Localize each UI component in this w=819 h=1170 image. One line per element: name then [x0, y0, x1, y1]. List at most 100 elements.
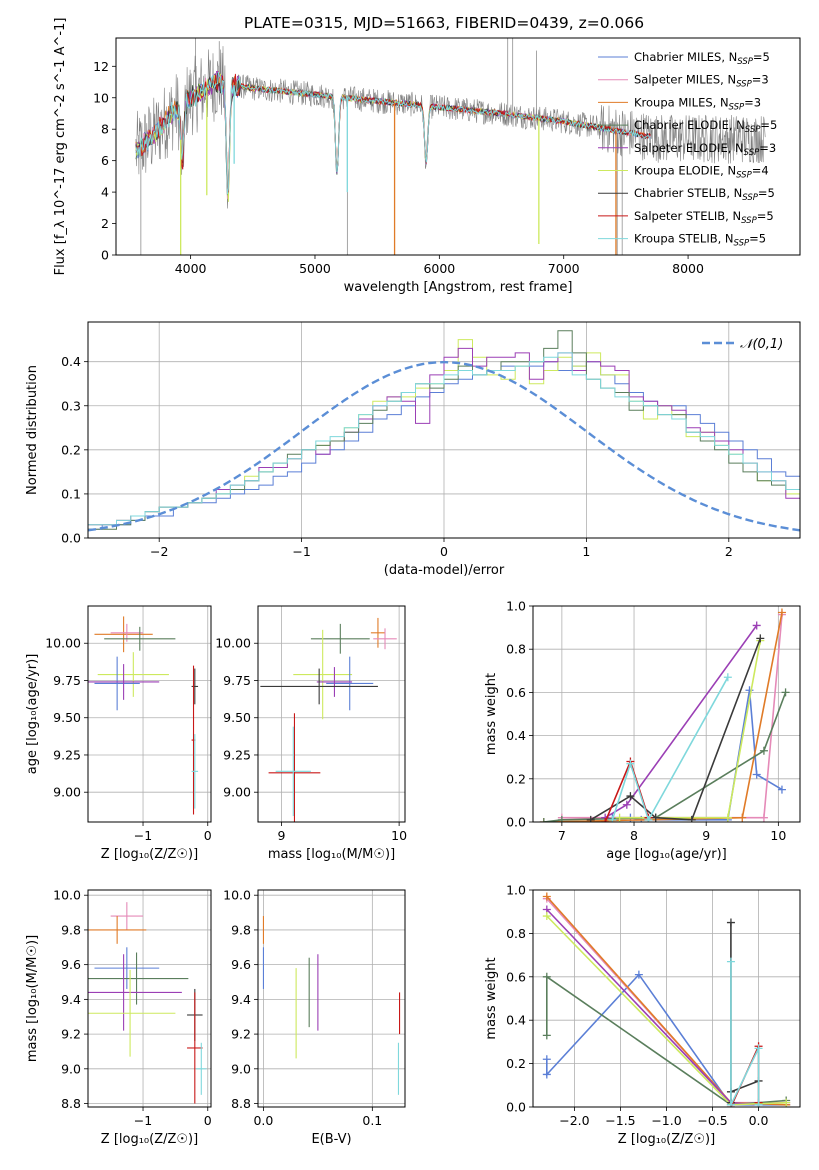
legend-entry: Salpeter STELIB, NSSP=5 — [634, 209, 774, 226]
legend-gaussian-label: 𝒩(0,1) — [740, 337, 783, 352]
mass-weight-marker — [726, 918, 735, 927]
legend-entry: Chabrier MILES, NSSP=5 — [634, 50, 770, 67]
mass-weight-marker — [557, 815, 566, 822]
mass-weight-marker — [608, 815, 617, 822]
y-tick-label: 0.0 — [61, 531, 81, 546]
y-tick-label: 0.6 — [506, 969, 526, 984]
x-tick-label: 6000 — [423, 261, 455, 276]
axes-frame — [532, 605, 801, 823]
y-tick-label: 12 — [93, 59, 109, 74]
x-tick-label: 8 — [630, 828, 638, 843]
y-axis-label: mass weight — [484, 957, 499, 1039]
errorbar-point-chabrier-miles — [94, 947, 160, 989]
y-tick-label: 9.8 — [61, 922, 81, 937]
y-tick-label: 9.75 — [53, 673, 81, 688]
mass-weight-marker — [542, 1031, 551, 1040]
panel-age_vs_Z: −1 0 9.00 9.25 9.50 9.75 10.00 Z [log₁₀(Z/Z☉)] a… — [25, 605, 212, 862]
legend-entry: Kroupa MILES, NSSP=3 — [634, 95, 761, 112]
mass-weight-marker — [759, 813, 768, 822]
mass-weight-marker — [752, 770, 761, 779]
errorbar-point-kroupa-stelib — [196, 1042, 207, 1095]
x-axis-label: Z [log₁₀(Z/Z☉)] — [101, 1132, 198, 1147]
x-tick-label: 4000 — [175, 261, 207, 276]
plot-area — [542, 892, 791, 1107]
gaussian-curve — [88, 360, 800, 532]
errorbar-point-chabrier-elodie — [88, 952, 189, 1005]
y-tick-label: 9.50 — [53, 710, 81, 725]
histogram-kroupa-elodie — [88, 339, 800, 526]
mass-weight-marker — [781, 688, 790, 697]
mass-weight-marker — [626, 759, 635, 768]
spectrum-legend: Chabrier MILES, NSSP=5 Salpeter MILES, NS… — [598, 50, 777, 249]
x-tick-label: 5000 — [299, 261, 331, 276]
x-axis-label: mass [log₁₀(M/M☉)] — [268, 847, 395, 862]
y-tick-label: 0.4 — [506, 728, 526, 743]
mass-weight-marker — [542, 1070, 551, 1079]
errorbar-point-chabrier-miles — [326, 656, 374, 711]
model-spectrum-chabrier-miles — [135, 74, 651, 194]
legend-entry: Chabrier ELODIE, NSSP=5 — [634, 118, 777, 135]
x-axis-label: Z [log₁₀(Z/Z☉)] — [618, 1132, 715, 1147]
mass-weight-marker — [626, 792, 635, 801]
y-axis-label: age [log₁₀(age/yr)] — [25, 654, 40, 775]
axes-frame — [115, 37, 801, 256]
model-spectrum-salpeter-stelib — [135, 71, 651, 193]
y-tick-label: 0.1 — [61, 486, 81, 501]
histogram-chabrier-miles — [88, 361, 800, 530]
x-tick-label: −1 — [134, 1113, 152, 1128]
mass-weight-line-chabrier-elodie — [543, 692, 787, 822]
mass-weight-marker — [634, 970, 643, 979]
y-tick-label: 9.75 — [223, 673, 251, 688]
model-spectrum-kroupa-stelib — [135, 71, 651, 195]
y-tick-label: 9.4 — [231, 992, 251, 1007]
panel-mass_vs_EBV: 0.0 0.1 8.8 9.0 9.2 9.4 9.6 9.8 10.0 E(B-V) — [223, 888, 406, 1147]
x-tick-label: 10 — [391, 828, 407, 843]
x-tick-label: 0 — [204, 1113, 212, 1128]
y-tick-label: 9.8 — [231, 922, 251, 937]
y-tick-label: 10.0 — [53, 888, 81, 903]
y-tick-label: 0.0 — [506, 815, 526, 830]
mass-weight-marker — [542, 1055, 551, 1064]
panel-mass_weight_vs_age: 7 8 9 10 0.0 0.2 0.4 0.6 0.8 1.0 age [log₁₀(age/yr… — [484, 599, 801, 862]
errorbar-point-salpeter-miles — [110, 902, 144, 930]
y-axis-label: Flux [f_λ 10^-17 erg cm^-2 s^-1 A^-1] — [53, 18, 68, 276]
errorbar-point-kroupa-elodie — [293, 629, 353, 720]
mass-weight-marker — [586, 815, 595, 822]
mass-weight-marker — [759, 746, 768, 755]
errorbar-point-chabrier-stelib — [191, 668, 199, 705]
mass-weight-marker — [754, 1044, 763, 1053]
y-tick-label: 9.2 — [231, 1027, 251, 1042]
mass-weight-marker — [644, 815, 653, 822]
y-tick-label: 0.2 — [61, 442, 81, 457]
mass-weight-marker — [687, 815, 696, 822]
plot-area — [262, 916, 401, 1095]
mass-weight-marker — [542, 892, 551, 901]
y-tick-label: 0.0 — [506, 1100, 526, 1115]
errorbar-point-kroupa-stelib — [191, 734, 199, 809]
mass-weight-marker — [754, 1100, 763, 1107]
legend-entry: Salpeter MILES, NSSP=3 — [634, 73, 769, 90]
x-tick-label: 8000 — [672, 261, 704, 276]
errorbar-point-salpeter-stelib — [268, 713, 321, 822]
y-tick-label: 9.6 — [231, 957, 251, 972]
y-axis-label: mass weight — [484, 673, 499, 755]
axes-frame — [257, 889, 406, 1108]
panel-age_vs_mass: 9 10 9.00 9.25 9.50 9.75 10.00 mass [log₁₀(M/M☉… — [215, 605, 407, 862]
legend-entry: Salpeter ELODIE, NSSP=3 — [634, 141, 776, 158]
mass-weight-marker — [726, 1100, 735, 1107]
axes-frame — [87, 605, 212, 823]
x-tick-label: 7 — [558, 828, 566, 843]
mass-weight-marker — [651, 813, 660, 822]
errorbar-point-kroupa-miles — [94, 616, 153, 653]
panel-mass_weight_vs_Z: −2.0 −1.5 −1.0 −0.5 0.0 0.0 0.2 0.4 0.6 0.8 1.0 Z [… — [484, 883, 801, 1147]
y-tick-label: 9.50 — [223, 710, 251, 725]
x-tick-label: 2 — [725, 544, 733, 559]
mass-weight-line-chabrier-stelib — [590, 638, 762, 821]
x-tick-label: 9 — [702, 828, 710, 843]
plot-area — [260, 617, 397, 822]
y-axis-label: Normed distribution — [25, 365, 40, 495]
axes-frame — [532, 889, 801, 1108]
mass-weight-marker — [723, 673, 732, 682]
mass-weight-marker — [782, 1098, 791, 1107]
x-tick-label: 9 — [278, 828, 286, 843]
